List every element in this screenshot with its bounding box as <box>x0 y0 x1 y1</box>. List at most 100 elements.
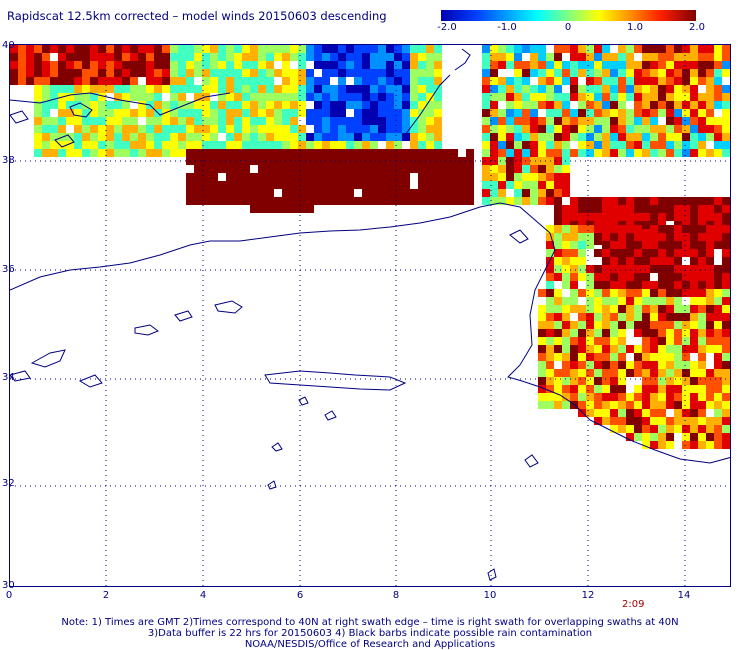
wind-cell <box>562 377 570 385</box>
wind-cell <box>202 61 210 69</box>
wind-cell <box>82 141 90 149</box>
wind-cell <box>386 93 394 101</box>
wind-cell <box>658 149 666 157</box>
wind-cell <box>346 173 354 181</box>
wind-cell <box>34 45 42 53</box>
wind-cell <box>178 117 186 125</box>
wind-cell <box>178 149 186 157</box>
wind-cell <box>194 93 202 101</box>
wind-cell <box>730 61 731 69</box>
wind-cell <box>250 181 258 189</box>
wind-cell <box>698 401 706 409</box>
wind-cell <box>226 101 234 109</box>
wind-cell <box>226 165 234 173</box>
wind-cell <box>698 109 706 117</box>
wind-cell <box>730 241 731 249</box>
wind-cell <box>114 133 122 141</box>
wind-cell <box>26 53 34 61</box>
wind-cell <box>602 117 610 125</box>
wind-cell <box>434 69 442 77</box>
wind-cell <box>210 45 218 53</box>
wind-cell <box>162 61 170 69</box>
wind-cell <box>690 321 698 329</box>
wind-cell <box>658 53 666 61</box>
wind-cell <box>386 197 394 205</box>
wind-cell <box>530 93 538 101</box>
colorbar-label: -1.0 <box>497 22 517 33</box>
wind-cell <box>402 173 410 181</box>
wind-cell <box>418 173 426 181</box>
wind-cell <box>690 85 698 93</box>
wind-cell <box>730 385 731 393</box>
wind-cell <box>362 181 370 189</box>
wind-cell <box>402 165 410 173</box>
wind-cell <box>594 125 602 133</box>
wind-cell <box>698 53 706 61</box>
wind-cell <box>378 189 386 197</box>
wind-cell <box>562 45 570 53</box>
wind-cell <box>642 109 650 117</box>
wind-cell <box>714 401 722 409</box>
x-tick-label: 4 <box>199 590 207 601</box>
wind-cell <box>674 345 682 353</box>
wind-cell <box>626 409 634 417</box>
wind-cell <box>330 85 338 93</box>
wind-cell <box>610 213 618 221</box>
wind-cell <box>682 241 690 249</box>
wind-cell <box>682 385 690 393</box>
wind-cell <box>602 329 610 337</box>
wind-cell <box>170 85 178 93</box>
wind-cell <box>370 77 378 85</box>
wind-cell <box>482 181 490 189</box>
wind-cell <box>578 393 586 401</box>
wind-cell <box>698 297 706 305</box>
wind-cell <box>522 189 530 197</box>
wind-cell <box>610 205 618 213</box>
wind-cell <box>242 61 250 69</box>
wind-cell <box>594 213 602 221</box>
wind-cell <box>682 45 690 53</box>
wind-cell <box>578 141 586 149</box>
wind-cell <box>274 165 282 173</box>
wind-cell <box>194 85 202 93</box>
wind-cell <box>146 133 154 141</box>
wind-cell <box>42 149 50 157</box>
wind-cell <box>658 329 666 337</box>
wind-cell <box>546 85 554 93</box>
wind-cell <box>618 417 626 425</box>
wind-cell <box>34 149 42 157</box>
wind-cell <box>554 225 562 233</box>
wind-cell <box>714 273 722 281</box>
wind-cell <box>658 85 666 93</box>
wind-cell <box>290 117 298 125</box>
wind-cell <box>234 93 242 101</box>
wind-cell <box>666 353 674 361</box>
wind-cell <box>114 141 122 149</box>
wind-cell <box>450 173 458 181</box>
wind-cell <box>634 305 642 313</box>
wind-cell <box>634 93 642 101</box>
wind-cell <box>330 157 338 165</box>
wind-cell <box>546 273 554 281</box>
wind-cell <box>642 197 650 205</box>
wind-cell <box>266 149 274 157</box>
wind-cell <box>138 133 146 141</box>
wind-cell <box>666 225 674 233</box>
wind-cell <box>730 53 731 61</box>
wind-cell <box>378 109 386 117</box>
wind-cell <box>218 77 226 85</box>
wind-cell <box>370 93 378 101</box>
wind-cell <box>210 141 218 149</box>
wind-cell <box>642 329 650 337</box>
wind-cell <box>202 165 210 173</box>
wind-cell <box>570 53 578 61</box>
wind-cell <box>674 417 682 425</box>
wind-cell <box>546 93 554 101</box>
wind-cell <box>690 141 698 149</box>
wind-cell <box>578 305 586 313</box>
wind-cell <box>226 61 234 69</box>
wind-cell <box>658 409 666 417</box>
wind-cell <box>346 165 354 173</box>
wind-cell <box>546 369 554 377</box>
wind-cell <box>298 45 306 53</box>
